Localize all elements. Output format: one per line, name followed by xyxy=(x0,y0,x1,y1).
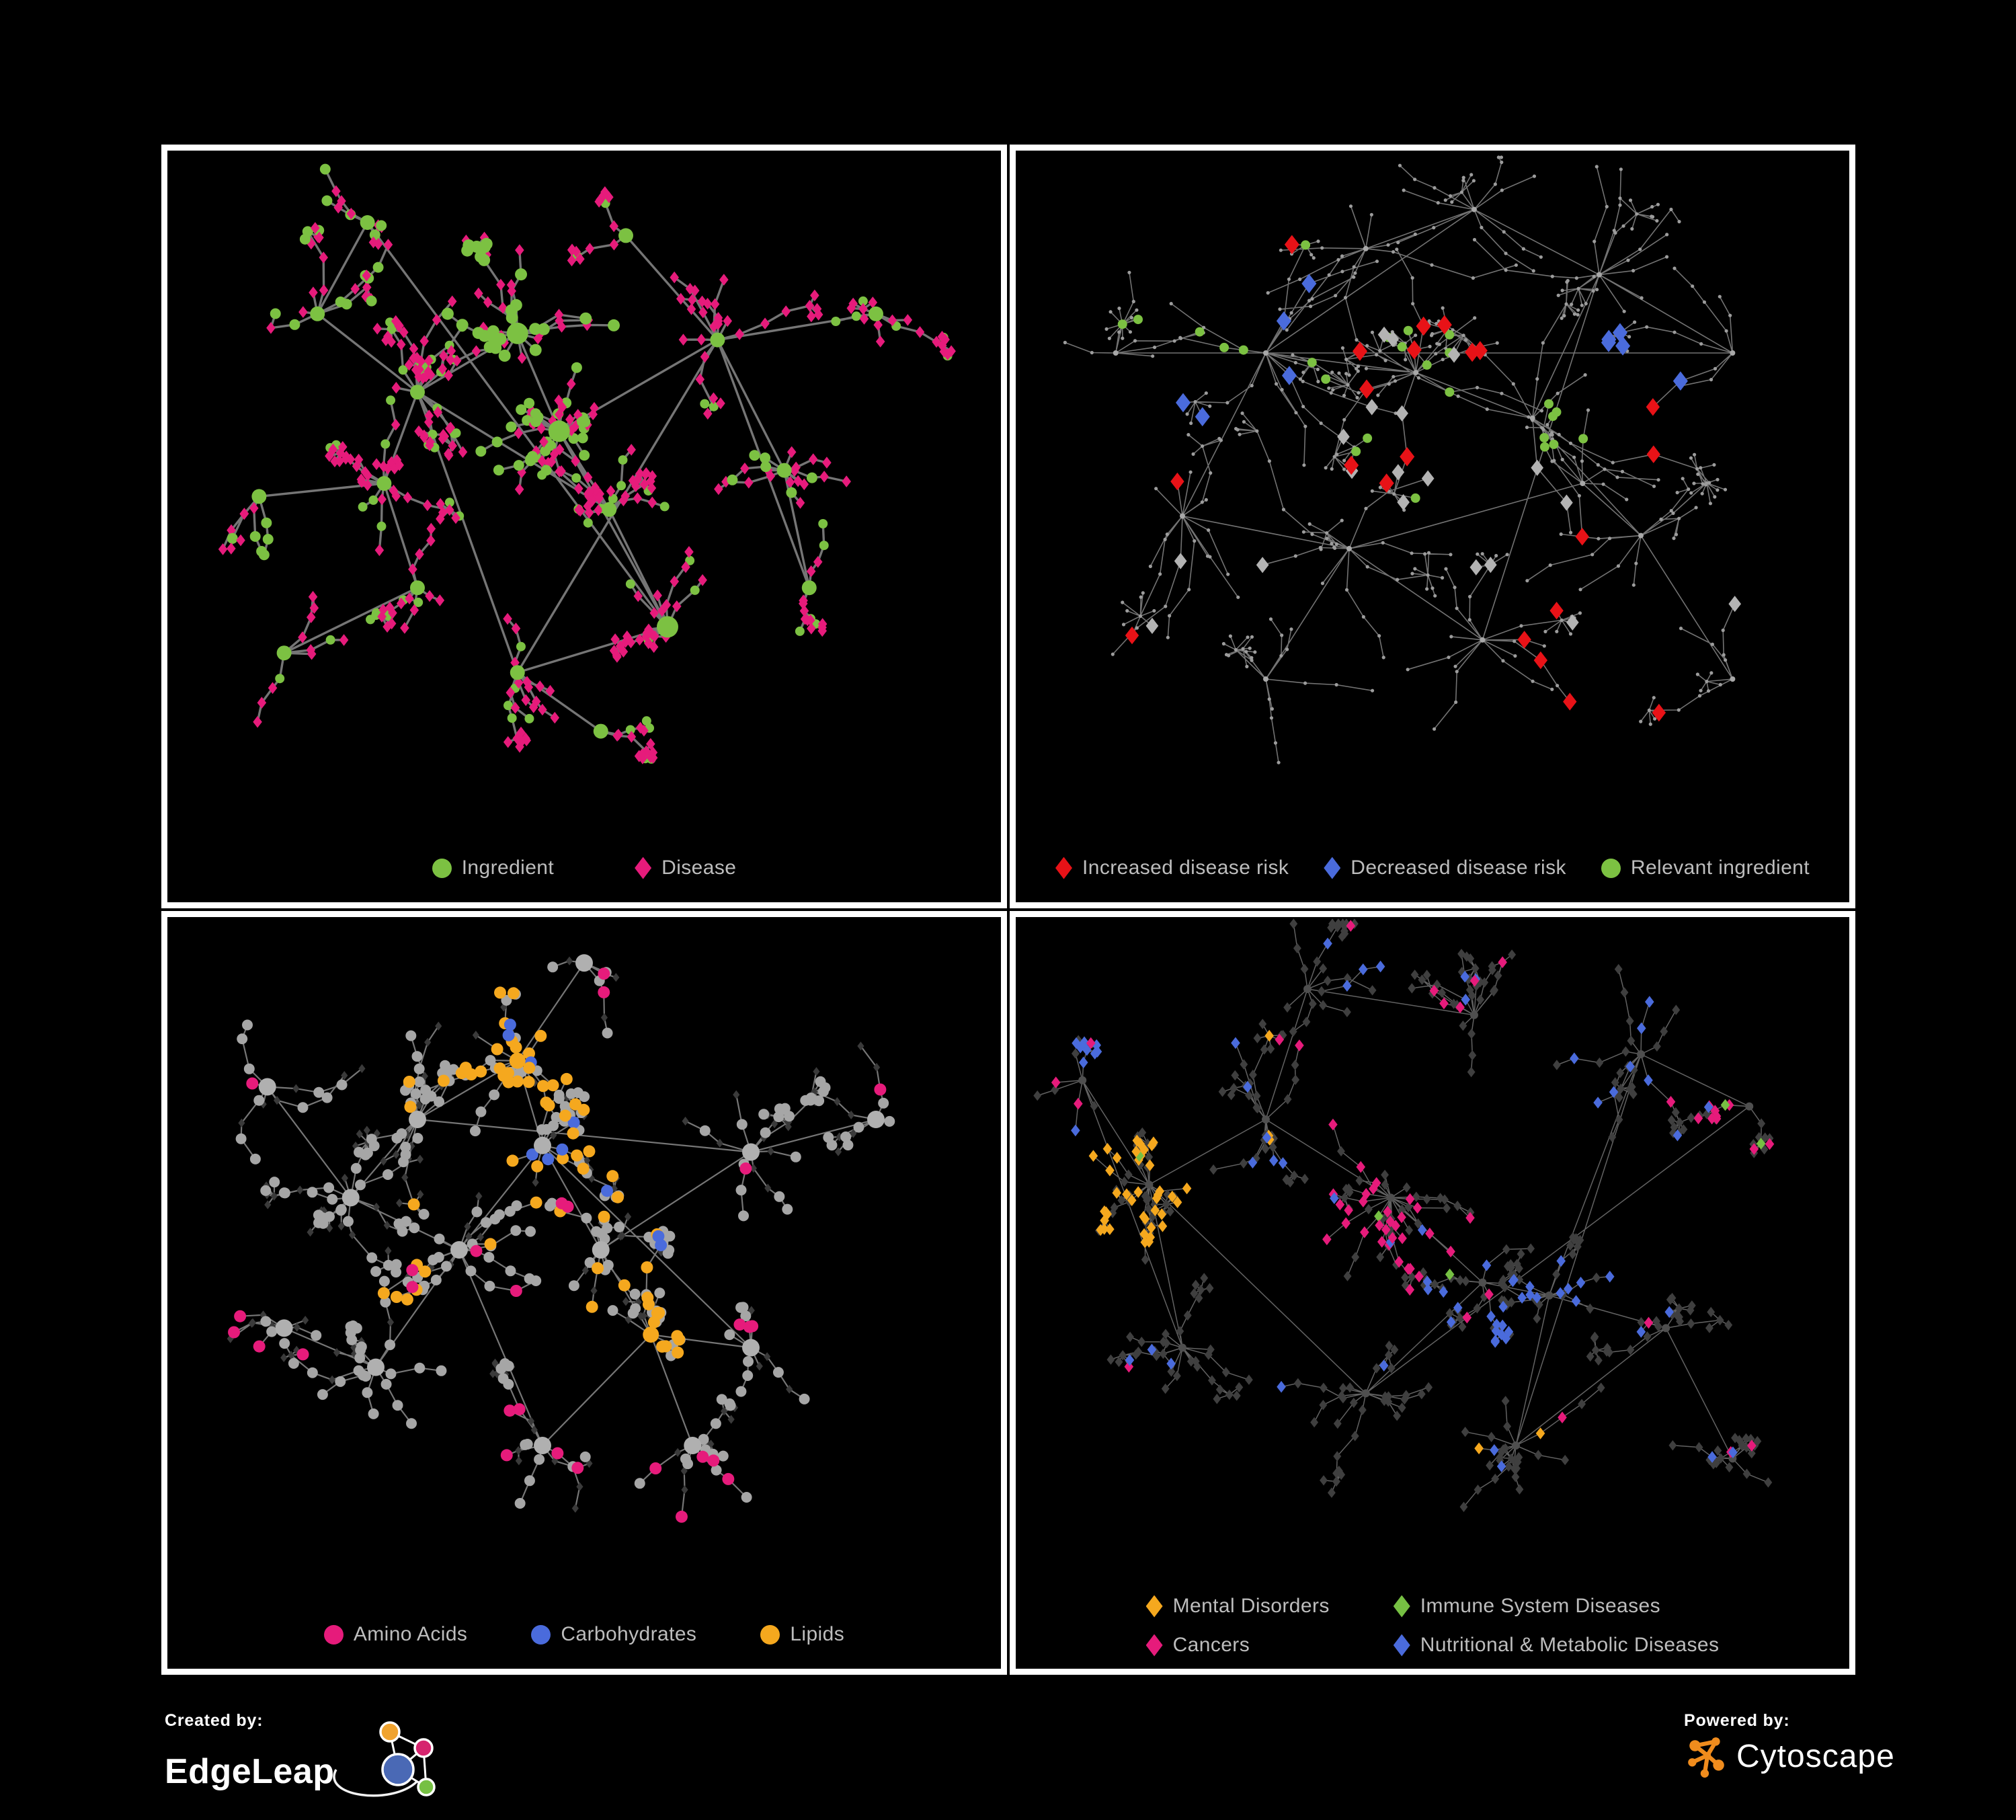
nodes-layer xyxy=(227,954,895,1523)
legend-item-nutritional-metabolic-diseases: Nutritional & Metabolic Diseases xyxy=(1393,1634,1720,1657)
powered-by-block: Powered by: Cytoscape xyxy=(1684,1711,1895,1779)
legend-disease-risk: Increased disease risk Decreased disease … xyxy=(1016,857,1849,879)
created-by-label: Created by: xyxy=(165,1711,264,1730)
diamond-marker-icon xyxy=(635,857,652,879)
legend-label: Cancers xyxy=(1172,1634,1250,1656)
circle-marker-icon xyxy=(323,1624,344,1645)
diamond-marker-icon xyxy=(1145,1595,1163,1618)
network-graph-ingredient-classes xyxy=(227,954,895,1523)
legend-label: Immune System Diseases xyxy=(1420,1595,1660,1617)
panel-ingredient-disease: Ingredient Disease xyxy=(161,145,1007,908)
legend-item-lipids: Lipids xyxy=(760,1623,844,1646)
edges-layer xyxy=(222,168,953,760)
legend-label: Relevant ingredient xyxy=(1630,857,1810,879)
legend-item-immune-system-diseases: Immune System Diseases xyxy=(1393,1595,1720,1618)
legend-label: Increased disease risk xyxy=(1082,857,1289,879)
legend-item-mental-disorders: Mental Disorders xyxy=(1145,1595,1330,1618)
legend-label: Nutritional & Metabolic Diseases xyxy=(1420,1634,1720,1656)
legend-item-ingredient: Ingredient xyxy=(432,857,554,879)
circle-marker-icon xyxy=(432,858,452,878)
legend-item-amino-acids: Amino Acids xyxy=(323,1623,468,1646)
legend-label: Amino Acids xyxy=(353,1623,468,1645)
edges-layer xyxy=(230,960,890,1517)
diamond-marker-icon xyxy=(1145,1634,1163,1657)
network-graph-disease-risk xyxy=(1063,155,1742,764)
edgeleap-logo-icon xyxy=(332,1721,436,1797)
network-graph-ingredient-disease xyxy=(218,163,956,764)
panel-disease-risk: Increased disease risk Decreased disease … xyxy=(1010,145,1855,908)
diamond-marker-icon xyxy=(1393,1634,1410,1657)
legend-item-disease: Disease xyxy=(635,857,736,879)
legend-disease-classes: Mental Disorders Immune System Diseases Ca… xyxy=(1016,1595,1849,1657)
created-by-block: Created by: EdgeLeap xyxy=(165,1711,445,1808)
network-graph-disease-classes xyxy=(1033,918,1775,1512)
nodes-layer xyxy=(1063,155,1742,764)
legend-item-decreased-disease-risk: Decreased disease risk xyxy=(1324,857,1566,879)
cytoscape-wordmark: Cytoscape xyxy=(1736,1739,1895,1774)
legend-label: Lipids xyxy=(790,1623,845,1645)
legend-item-relevant-ingredient: Relevant ingredient xyxy=(1601,857,1810,879)
edges-layer xyxy=(1065,157,1736,763)
panel-grid: Ingredient Disease Increased disease risk… xyxy=(161,145,1855,1675)
nodes-layer xyxy=(1033,918,1775,1512)
legend-ingredient-disease: Ingredient Disease xyxy=(167,857,1001,879)
legend-label: Disease xyxy=(661,857,737,879)
edgeleap-wordmark: EdgeLeap xyxy=(165,1751,335,1791)
legend-label: Decreased disease risk xyxy=(1350,857,1566,879)
legend-item-cancers: Cancers xyxy=(1145,1634,1330,1657)
nodes-layer xyxy=(218,163,956,764)
panel-ingredient-classes: Amino Acids Carbohydrates Lipids xyxy=(161,911,1007,1675)
legend-label: Mental Disorders xyxy=(1172,1595,1330,1617)
legend-label: Ingredient xyxy=(461,857,555,879)
legend-item-increased-disease-risk: Increased disease risk xyxy=(1055,857,1289,879)
diamond-marker-icon xyxy=(1055,857,1072,879)
circle-marker-icon xyxy=(531,1624,551,1645)
circle-marker-icon xyxy=(760,1624,780,1645)
powered-by-label: Powered by: xyxy=(1684,1711,1790,1730)
legend-ingredient-classes: Amino Acids Carbohydrates Lipids xyxy=(167,1623,1001,1646)
cytoscape-logo-icon xyxy=(1688,1737,1724,1778)
circle-marker-icon xyxy=(1601,858,1621,878)
legend-item-carbohydrates: Carbohydrates xyxy=(531,1623,696,1646)
legend-label: Carbohydrates xyxy=(561,1623,697,1645)
diamond-marker-icon xyxy=(1324,857,1341,879)
panel-disease-classes: Mental Disorders Immune System Diseases Ca… xyxy=(1010,911,1855,1675)
diamond-marker-icon xyxy=(1393,1595,1410,1618)
